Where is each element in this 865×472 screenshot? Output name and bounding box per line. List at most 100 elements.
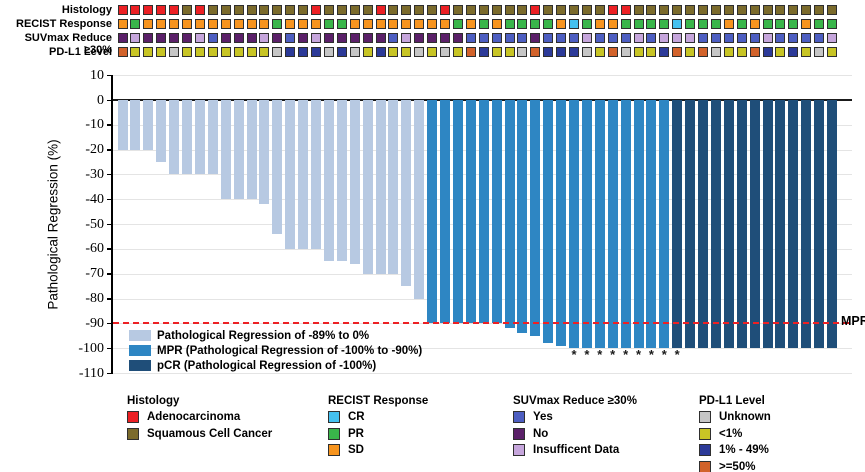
recist-cell <box>130 18 141 29</box>
pdl1-cell <box>633 46 644 57</box>
pdl1-cell <box>530 46 541 57</box>
bar <box>504 100 515 329</box>
pdl1-cell <box>220 46 231 57</box>
pdl1-cell <box>143 46 154 57</box>
legend-swatch <box>513 411 525 423</box>
significance-asterisk: * <box>584 347 590 362</box>
pdl1-cell <box>233 46 244 57</box>
pdl1-cell <box>336 46 347 57</box>
histology-cell <box>246 4 257 15</box>
pdl1-cell <box>362 46 373 57</box>
significance-asterisk: * <box>571 347 577 362</box>
y-axis-line <box>111 75 113 374</box>
recist-cell <box>272 18 283 29</box>
histology-cell <box>607 4 618 15</box>
histology-cell <box>323 4 334 15</box>
pdl1-cell <box>646 46 657 57</box>
suvmax-cell <box>130 32 141 43</box>
recist-cell <box>182 18 192 29</box>
bar <box>182 100 192 175</box>
mpr-dashed-line <box>112 322 849 325</box>
pdl1-cell <box>672 46 683 57</box>
histology-cell <box>710 4 721 15</box>
pdl1-cell <box>194 46 205 57</box>
histology-cell <box>362 4 373 15</box>
gridline <box>112 75 852 77</box>
histology-cell <box>452 4 463 15</box>
histology-cell <box>556 4 567 15</box>
pdl1-cell <box>556 46 567 57</box>
suvmax-cell <box>349 32 360 43</box>
histology-cell <box>465 4 476 15</box>
bar <box>620 100 631 349</box>
legend-swatch <box>328 411 340 423</box>
bar <box>298 100 309 249</box>
pdl1-cell <box>349 46 360 57</box>
y-tick-label: -50 <box>85 216 104 232</box>
histology-cell <box>478 4 489 15</box>
bar <box>194 100 205 175</box>
bar <box>259 100 270 205</box>
bar <box>362 100 373 274</box>
pdl1-cell <box>749 46 760 57</box>
recist-cell <box>827 18 837 29</box>
y-tick-mark <box>106 149 113 151</box>
bar <box>220 100 231 200</box>
bar <box>801 100 812 349</box>
plot-legend-label: MPR (Pathological Regression of -100% to… <box>157 345 423 357</box>
bar <box>143 100 154 150</box>
y-axis-title: Pathological Regression (%) <box>45 139 61 310</box>
histology-cell <box>517 4 528 15</box>
plot-legend-swatch <box>129 360 151 371</box>
suvmax-cell <box>414 32 425 43</box>
y-tick-mark <box>106 173 113 176</box>
significance-asterisk: * <box>648 347 654 362</box>
gridline <box>112 348 852 350</box>
histology-cell <box>620 4 631 15</box>
histology-cell <box>156 4 167 15</box>
recist-cell <box>517 18 528 29</box>
y-tick-label: -100 <box>78 340 104 356</box>
bar <box>130 100 141 150</box>
histology-cell <box>788 4 799 15</box>
y-tick-label: 10 <box>90 67 104 83</box>
bar <box>117 100 128 150</box>
suvmax-cell <box>762 32 773 43</box>
bar <box>659 100 670 349</box>
suvmax-cell <box>710 32 721 43</box>
pdl1-cell <box>685 46 696 57</box>
pdl1-cell <box>388 46 399 57</box>
bar <box>491 100 502 324</box>
recist-cell <box>117 18 128 29</box>
bar <box>736 100 747 349</box>
pdl1-cell <box>285 46 296 57</box>
y-tick-mark <box>106 223 113 226</box>
bar <box>633 100 644 349</box>
bar <box>530 100 541 336</box>
recist-cell <box>285 18 296 29</box>
pdl1-cell <box>775 46 786 57</box>
pdl1-cell <box>517 46 528 57</box>
suvmax-cell <box>749 32 760 43</box>
suvmax-cell <box>672 32 683 43</box>
legend-swatch <box>328 444 340 457</box>
pdl1-cell <box>414 46 425 57</box>
suvmax-cell <box>581 32 592 43</box>
bar <box>672 100 683 349</box>
pdl1-cell <box>375 46 386 57</box>
legend-swatch <box>699 460 711 472</box>
pdl1-cell <box>491 46 502 57</box>
legend-group-title: RECIST Response <box>328 395 429 407</box>
histology-cell <box>569 4 579 15</box>
recist-cell <box>543 18 554 29</box>
significance-asterisk: * <box>610 347 616 362</box>
histology-cell <box>233 4 244 15</box>
suvmax-cell <box>156 32 167 43</box>
bar <box>452 100 463 324</box>
suvmax-cell <box>169 32 180 43</box>
bar <box>285 100 296 249</box>
suvmax-cell <box>569 32 579 43</box>
track-label-histology: Histology <box>61 4 112 16</box>
histology-cell <box>298 4 309 15</box>
y-tick-label: 0 <box>97 92 104 108</box>
